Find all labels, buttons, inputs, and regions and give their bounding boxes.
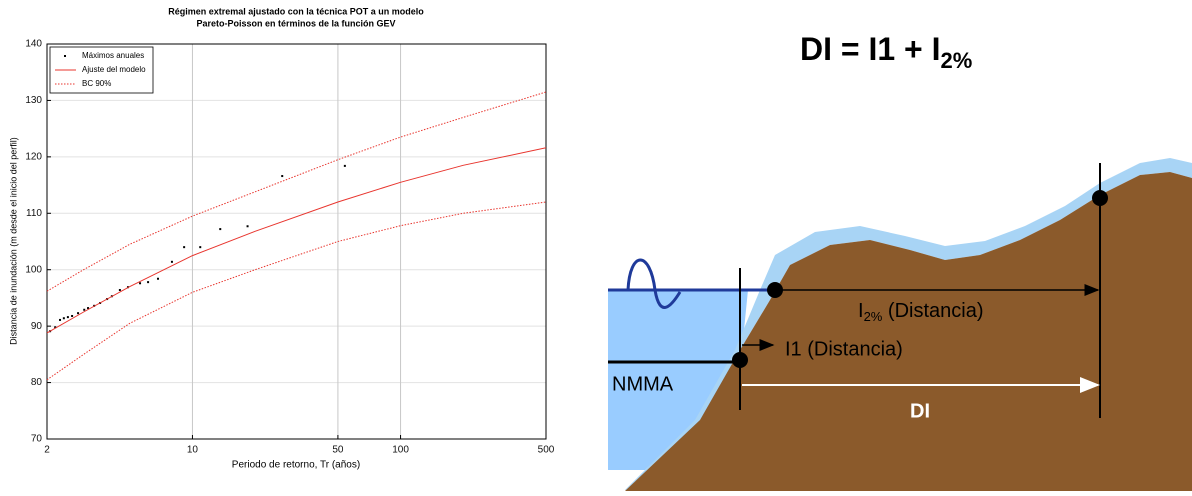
- di-label: DI: [910, 400, 930, 422]
- chart-title: Régimen extremal ajustado con la técnica…: [168, 6, 424, 16]
- x-tick-label: 10: [187, 445, 199, 456]
- wave: [626, 258, 682, 309]
- chart: Régimen extremal ajustado con la técnica…: [8, 6, 554, 470]
- i2-main: I: [858, 300, 864, 322]
- point: [156, 277, 159, 280]
- point: [66, 316, 69, 319]
- i2-label: I2% (Distancia): [858, 300, 984, 324]
- x-tick-label: 100: [392, 445, 409, 456]
- point: [71, 314, 74, 317]
- legend-label: Ajuste del modelo: [82, 65, 146, 74]
- y-tick-label: 130: [25, 95, 42, 106]
- nmma-label: NMMA: [612, 373, 674, 395]
- plot-frame: [46, 43, 547, 440]
- x-tick-label: 50: [332, 445, 344, 456]
- point: [183, 246, 186, 249]
- terrain: [625, 172, 1192, 491]
- y-tick-label: 140: [25, 39, 42, 50]
- point: [118, 289, 121, 292]
- line: [46, 91, 547, 292]
- point: [732, 352, 748, 368]
- y-tick-label: 90: [31, 321, 43, 332]
- point: [77, 312, 80, 315]
- i2-rest: (Distancia): [882, 300, 983, 322]
- line: [46, 147, 547, 334]
- point: [281, 175, 284, 178]
- point: [83, 308, 86, 311]
- x-axis-label: Periodo de retorno, Tr (años): [232, 460, 360, 471]
- formula-sub: 2%: [941, 48, 973, 73]
- legend-marker: [64, 55, 66, 57]
- plot-area: [47, 44, 546, 439]
- x-tick-label: 500: [538, 445, 555, 456]
- point: [139, 282, 142, 285]
- sea: [608, 290, 748, 470]
- point: [59, 318, 62, 321]
- formula: DI = I1 + I2%: [800, 31, 972, 72]
- i1-label: I1 (Distancia): [785, 338, 903, 360]
- x-tick-label: 2: [44, 445, 50, 456]
- point: [219, 228, 222, 231]
- point: [1092, 190, 1108, 206]
- legend-label: BC 90%: [82, 79, 111, 88]
- point: [343, 164, 346, 167]
- diagram: DI = I1 + I2% I2% (Distancia) I1 (Distan…: [608, 31, 1192, 491]
- y-axis-label: Distancia de inundación (m desde el inic…: [8, 137, 18, 345]
- point: [87, 307, 90, 310]
- point: [246, 225, 249, 228]
- line: [46, 201, 547, 381]
- chart-title: Pareto-Poisson en términos de la función…: [196, 18, 395, 28]
- legend-label: Máximos anuales: [82, 51, 144, 60]
- point: [199, 246, 202, 249]
- point: [170, 260, 173, 263]
- i2-sub: 2%: [864, 309, 883, 324]
- y-tick-label: 80: [31, 377, 43, 388]
- y-tick-label: 120: [25, 151, 42, 162]
- formula-main: DI = I1 + I: [800, 31, 941, 67]
- y-tick-label: 70: [31, 434, 43, 445]
- point: [62, 317, 65, 320]
- point: [147, 281, 150, 284]
- y-tick-label: 100: [25, 264, 42, 275]
- point: [54, 326, 57, 329]
- y-tick-label: 110: [26, 208, 42, 219]
- point: [767, 282, 783, 298]
